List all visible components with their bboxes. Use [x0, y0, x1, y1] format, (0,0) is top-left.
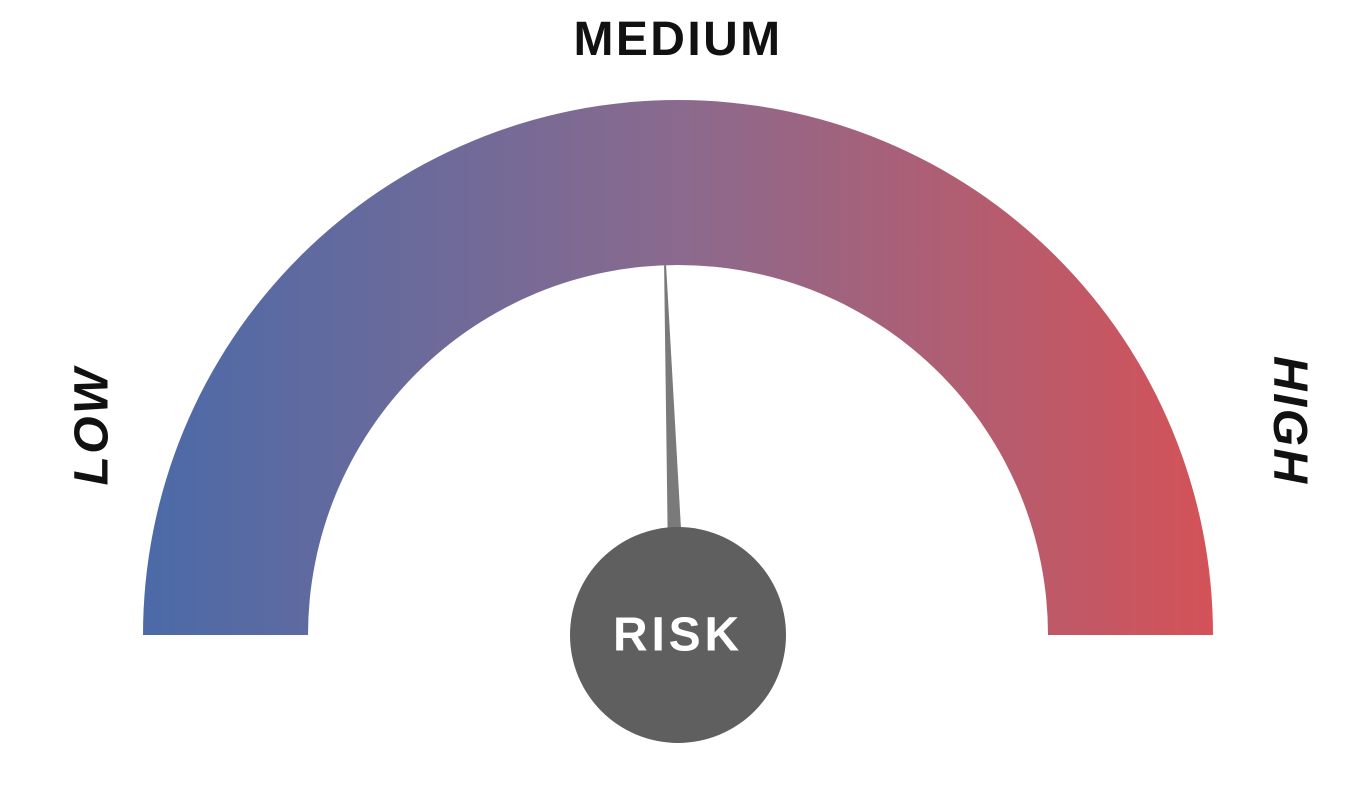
label-medium: MEDIUM: [573, 12, 782, 67]
label-high: HIGH: [1263, 356, 1318, 486]
gauge-svg: [0, 0, 1356, 799]
center-label: RISK: [613, 608, 743, 663]
label-low: LOW: [65, 366, 120, 485]
risk-gauge: LOW MEDIUM HIGH RISK: [0, 0, 1356, 799]
